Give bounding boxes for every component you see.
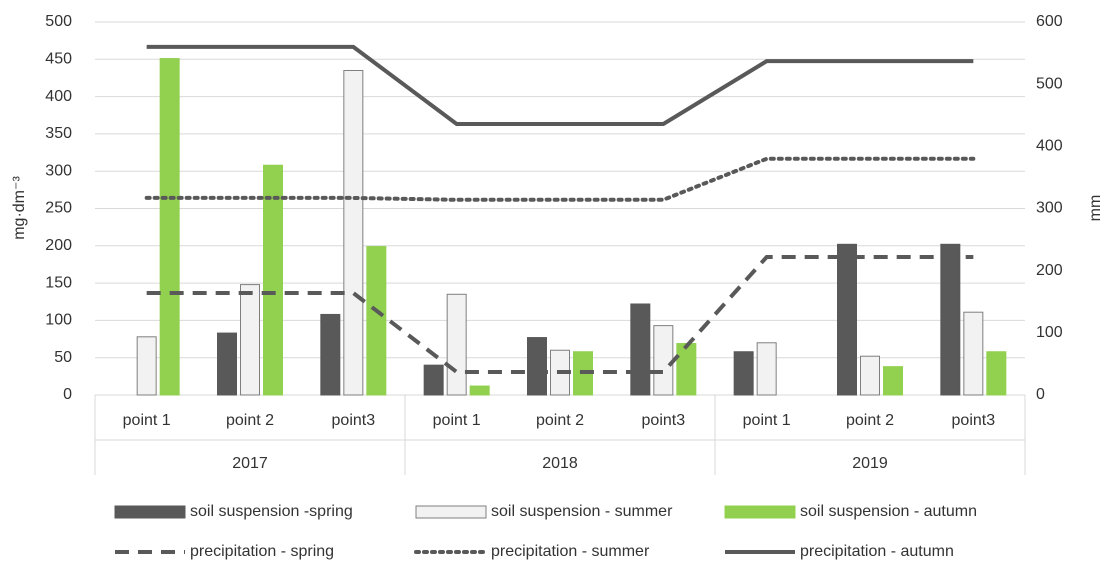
bar — [860, 355, 880, 396]
bar — [756, 342, 777, 396]
bar — [837, 243, 857, 396]
legend-swatch — [415, 505, 487, 519]
y-tick-label: 200 — [45, 237, 72, 254]
bar — [136, 336, 157, 396]
y-tick-label: 150 — [45, 274, 72, 291]
y2-tick-label: 500 — [1036, 75, 1063, 92]
line-series — [144, 156, 976, 202]
legend-label: soil suspension - autumn — [800, 503, 977, 520]
bar — [159, 58, 180, 396]
bar — [940, 243, 961, 396]
y-tick-label: 300 — [45, 162, 72, 179]
y-tick-label: 350 — [45, 125, 72, 142]
bar — [366, 246, 387, 396]
y2-tick-label: 400 — [1036, 138, 1063, 155]
x-tick-label: point 1 — [743, 412, 791, 429]
bar — [653, 325, 674, 396]
y-tick-label: 0 — [63, 386, 72, 403]
y-tick-label: 250 — [45, 200, 72, 217]
x-tick-label: point 2 — [536, 412, 584, 429]
bar — [446, 293, 467, 396]
bar — [469, 385, 490, 396]
bar — [343, 69, 364, 396]
y-tick-label: 400 — [45, 88, 72, 105]
line-series — [146, 254, 974, 374]
legend-label: soil suspension - summer — [491, 503, 673, 520]
x-tick-label: point 2 — [226, 412, 274, 429]
x-group-label: 2017 — [232, 455, 268, 472]
y2-tick-label: 600 — [1036, 13, 1063, 30]
x-tick-label: point 1 — [123, 412, 171, 429]
x-group-label: 2019 — [852, 455, 888, 472]
legend-label: soil suspension -spring — [190, 503, 353, 520]
legend-label: precipitation - spring — [190, 543, 334, 560]
y-axis-title: mg·dm⁻³ — [11, 176, 28, 240]
legend-swatch — [114, 505, 186, 519]
y-tick-label: 100 — [45, 312, 72, 329]
bar — [527, 337, 547, 396]
bar — [320, 313, 341, 396]
y2-tick-label: 0 — [1036, 386, 1045, 403]
bar — [423, 364, 444, 396]
y2-tick-label: 300 — [1036, 200, 1063, 217]
y2-tick-label: 100 — [1036, 324, 1063, 341]
bar — [630, 303, 651, 396]
legend-label: precipitation - summer — [491, 543, 650, 560]
bar — [217, 332, 237, 396]
x-group-label: 2018 — [542, 455, 578, 472]
bar — [676, 343, 697, 396]
bar — [883, 366, 903, 396]
bar — [986, 351, 1007, 396]
x-tick-label: point 2 — [846, 412, 894, 429]
y-tick-label: 50 — [54, 349, 72, 366]
y-tick-label: 500 — [45, 13, 72, 30]
legend-swatch — [724, 505, 796, 519]
y-tick-label: 450 — [45, 51, 72, 68]
bar — [240, 284, 260, 396]
bar — [733, 351, 754, 396]
legend-label: precipitation - autumn — [800, 543, 954, 560]
x-tick-label: point3 — [332, 412, 376, 429]
y2-tick-label: 200 — [1036, 262, 1063, 279]
x-tick-label: point 1 — [433, 412, 481, 429]
bar — [263, 164, 283, 396]
bar — [963, 311, 984, 396]
x-tick-label: point3 — [952, 412, 996, 429]
x-tick-label: point3 — [642, 412, 686, 429]
y2-axis-title: mm — [1087, 195, 1104, 222]
line-series — [146, 44, 974, 126]
